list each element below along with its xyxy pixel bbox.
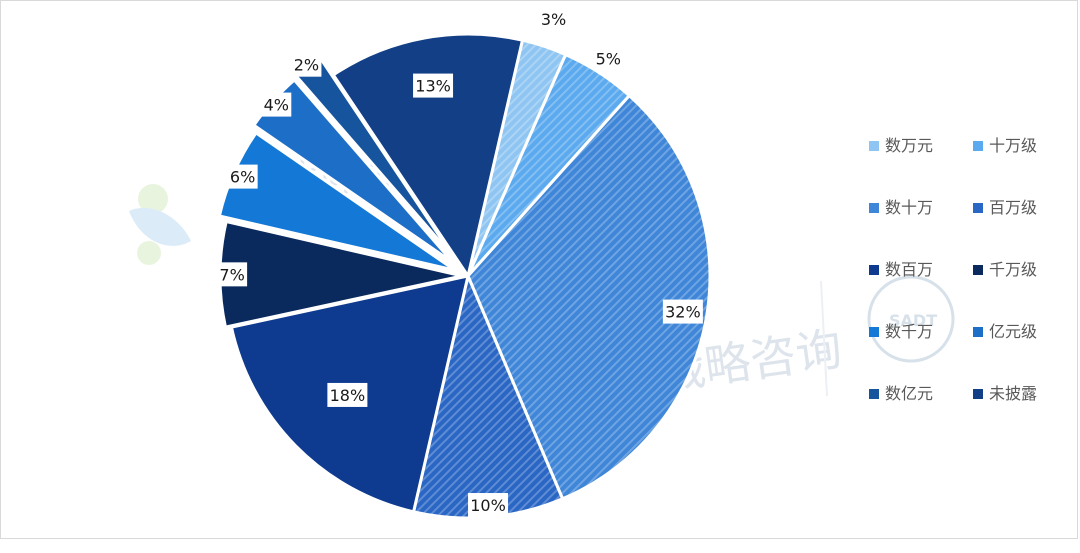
legend-label-4: 百万级 (989, 198, 1037, 217)
legend-label-8: 亿元级 (989, 322, 1037, 341)
data-label-7: 6% (230, 168, 255, 187)
pie-slice-10 (331, 32, 525, 280)
legend-swatch-7 (869, 327, 879, 337)
legend-label-6: 千万级 (989, 260, 1037, 279)
data-label-box (261, 92, 292, 117)
data-label-box (662, 299, 703, 324)
legend-label-7: 数千万 (885, 322, 933, 341)
legend-label-2: 十万级 (989, 136, 1037, 155)
legend-swatch-5 (869, 265, 879, 275)
chart-frame: 新战略咨询 新战略咨询 SADT SADT 3%5%32%10%18%7%6%4… (0, 0, 1078, 539)
data-label-box (227, 164, 258, 189)
data-label-box (413, 73, 454, 98)
data-label-box (291, 52, 322, 77)
legend-label-5: 数百万 (885, 260, 933, 279)
data-label-box (593, 46, 624, 71)
data-label-10: 13% (415, 77, 451, 96)
pie-slice-3 (466, 93, 712, 501)
data-label-5: 18% (330, 386, 366, 405)
legend-swatch-1 (869, 141, 879, 151)
legend-label-3: 数十万 (885, 198, 933, 217)
legend-swatch-10 (973, 389, 983, 399)
pie-slices (217, 32, 712, 520)
legend-label-9: 数亿元 (885, 384, 933, 403)
watermark-seal-text: SADT (889, 311, 937, 330)
legend-swatch-4 (973, 203, 983, 213)
legend-swatch-8 (973, 327, 983, 337)
legend-swatch-2 (973, 141, 983, 151)
legend-swatch-9 (869, 389, 879, 399)
data-label-box (217, 262, 248, 287)
data-label-6: 7% (219, 265, 244, 284)
data-label-box (538, 6, 569, 31)
data-label-9: 2% (294, 56, 319, 75)
data-label-3: 32% (665, 303, 701, 322)
data-label-box (327, 382, 368, 407)
data-label-box (468, 493, 509, 518)
data-label-1: 3% (541, 10, 566, 29)
pie-chart: 新战略咨询 新战略咨询 SADT SADT 3%5%32%10%18%7%6%4… (129, 6, 1037, 520)
legend-swatch-6 (973, 265, 983, 275)
pie-data-labels: 3% 5% 32% 10% 18% 7% 6% 4% 2% 13% (217, 6, 703, 518)
legend-swatch-3 (869, 203, 879, 213)
data-label-4: 10% (470, 496, 506, 515)
data-label-8: 4% (264, 96, 289, 115)
data-label-2: 5% (596, 49, 621, 68)
legend-label-1: 数万元 (885, 136, 933, 155)
pie-slice-4 (411, 271, 565, 520)
legend-label-10: 未披露 (989, 384, 1037, 403)
